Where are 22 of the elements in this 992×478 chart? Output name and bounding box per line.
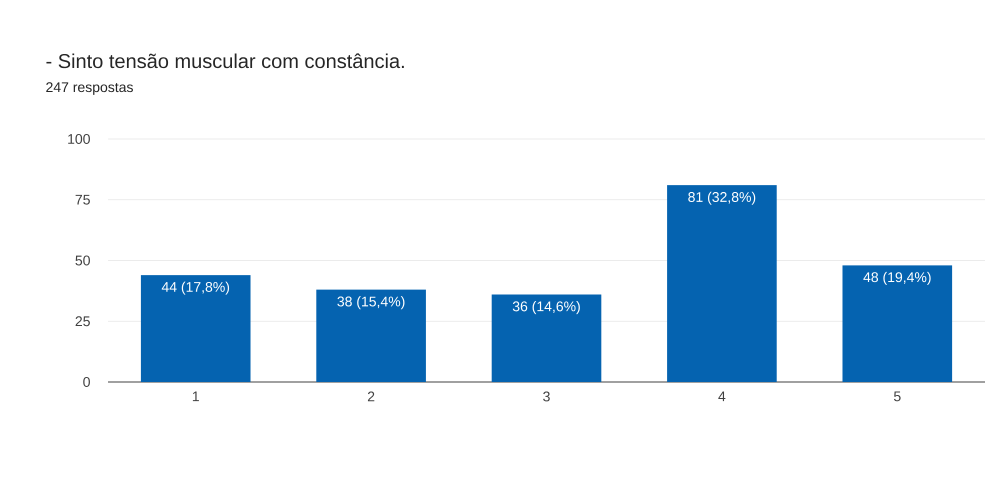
bar [140,275,251,382]
x-tick-label: 3 [543,392,550,402]
y-tick-label: 25 [76,316,90,326]
bar [667,185,777,382]
bar [316,290,426,382]
x-tick-label: 5 [894,392,901,402]
chart-title: - Sinto tensão muscular com constância. [46,53,404,68]
y-tick-label: 50 [75,256,90,266]
data-label: 44 (17,8%) [162,282,230,295]
data-label: 81 (32,8%) [688,192,756,205]
x-tick-label: 1 [192,392,199,402]
data-label: 36 (14,6%) [512,301,580,314]
data-label: 38 (15,4%) [337,296,404,310]
y-tick-label: 0 [83,377,90,387]
bar [492,294,602,382]
data-label: 48 (19,4%) [863,272,931,285]
y-tick-label: 75 [76,194,90,205]
x-tick-label: 4 [718,392,726,402]
x-tick-label: 2 [368,392,374,402]
y-tick-label: 100 [68,134,90,144]
bar [842,265,952,382]
chart-subtitle: 247 respostas [46,82,133,95]
